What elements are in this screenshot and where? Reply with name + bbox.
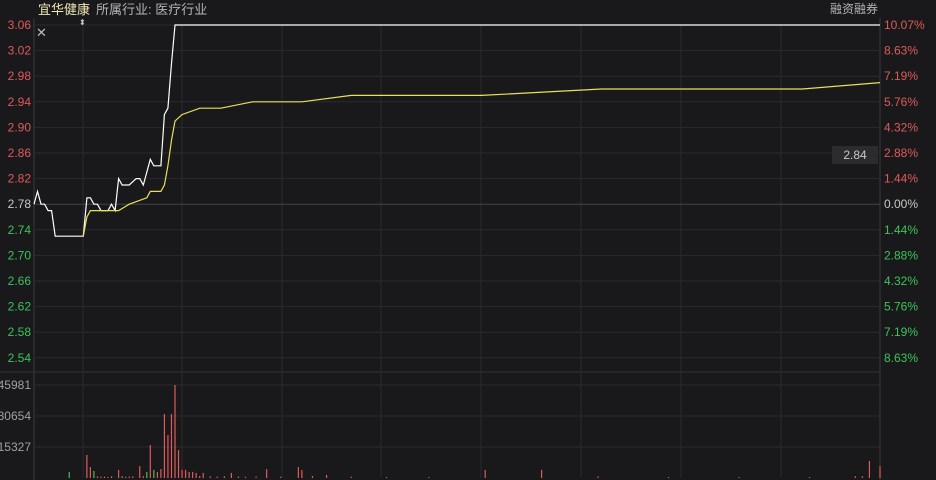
- price-tick-label: 3.06: [8, 18, 32, 32]
- percent-tick-label: 7.19%: [884, 325, 918, 339]
- average-line: [82, 82, 881, 237]
- volume-tick-label: 45981: [0, 378, 31, 392]
- stock-name: 宜华健康: [38, 2, 91, 17]
- price-tick-label: 2.70: [8, 248, 32, 262]
- price-tick-label: 2.94: [8, 95, 32, 109]
- industry-label[interactable]: 所属行业: 医疗行业: [96, 2, 208, 17]
- price-tick-label: 2.78: [8, 197, 32, 211]
- price-line: [33, 24, 880, 237]
- drag-handle-icon[interactable]: ⬍: [79, 18, 86, 27]
- price-tick-label: 2.66: [8, 274, 32, 288]
- current-price-label: 2.84: [832, 146, 878, 164]
- percent-tick-label: 1.44%: [884, 172, 918, 186]
- price-tick-label: 2.82: [8, 172, 32, 186]
- price-tick-label: 2.62: [8, 300, 32, 314]
- price-tick-label: 2.58: [8, 325, 32, 339]
- percent-tick-label: 0.00%: [884, 197, 918, 211]
- close-icon[interactable]: ✕: [36, 25, 47, 40]
- volume-tick-label: 30654: [0, 409, 31, 423]
- margin-trading-link[interactable]: 融资融券: [829, 2, 878, 16]
- price-tick-label: 2.90: [8, 120, 32, 134]
- volume-tick-label: 15327: [0, 440, 31, 454]
- price-tick-label: 2.98: [8, 69, 32, 83]
- percent-tick-label: 5.76%: [884, 95, 918, 109]
- percent-tick-label: 1.44%: [884, 223, 918, 237]
- percent-tick-label: 2.88%: [884, 248, 918, 262]
- percent-tick-label: 8.63%: [884, 44, 918, 58]
- percent-tick-label: 2.88%: [884, 146, 918, 160]
- percent-tick-label: 4.32%: [884, 120, 918, 134]
- price-tick-label: 2.74: [8, 223, 32, 237]
- price-tick-label: 2.86: [8, 146, 32, 160]
- price-tick-label: 3.02: [8, 44, 32, 58]
- percent-tick-label: 5.76%: [884, 300, 918, 314]
- price-tick-label: 2.54: [8, 351, 32, 365]
- percent-tick-label: 10.07%: [884, 18, 925, 32]
- percent-tick-label: 8.63%: [884, 351, 918, 365]
- percent-tick-label: 4.32%: [884, 274, 918, 288]
- percent-tick-label: 7.19%: [884, 69, 918, 83]
